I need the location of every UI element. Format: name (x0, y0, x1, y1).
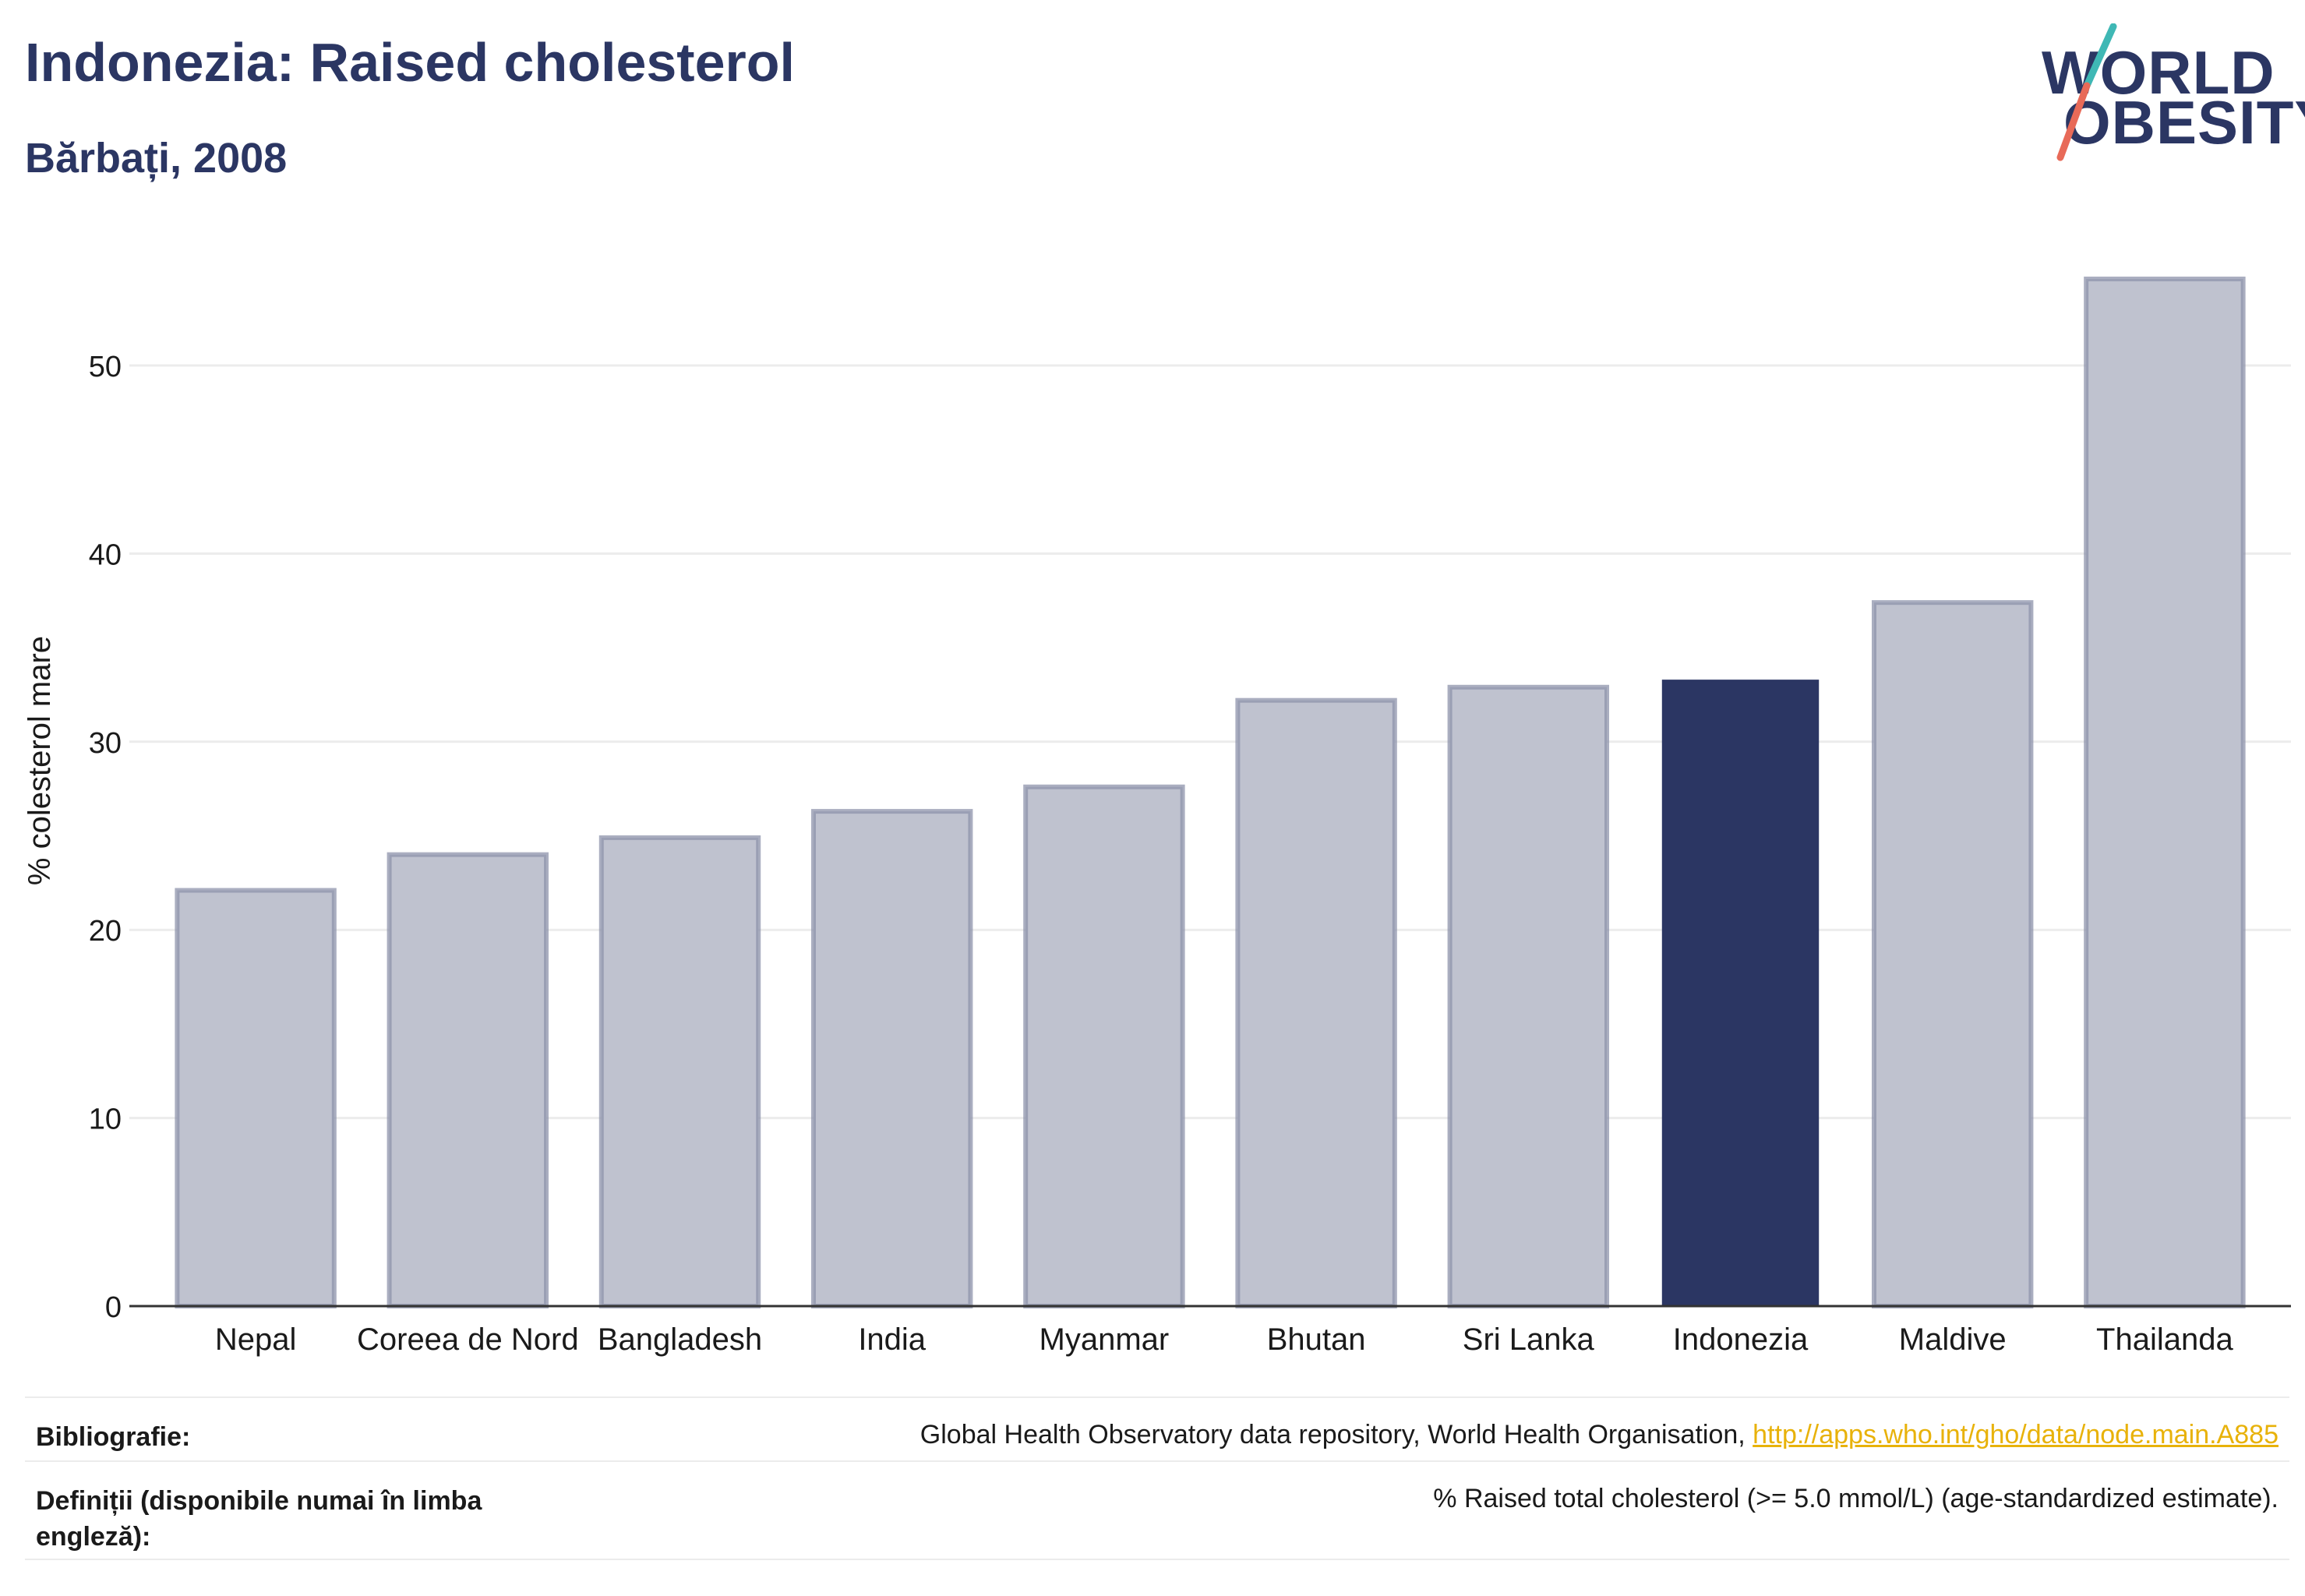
bar-maldive (1871, 600, 2034, 1308)
y-tick-label-20: 20 (89, 915, 122, 948)
y-tick-label-10: 10 (89, 1103, 122, 1136)
x-tick-label-nepal: Nepal (215, 1322, 297, 1357)
definitions-label: Definiții (disponibile numai în limba en… (36, 1486, 482, 1552)
x-tick-label-bhutan: Bhutan (1267, 1322, 1366, 1357)
x-tick-label-sri-lanka: Sri Lanka (1463, 1322, 1595, 1357)
bar-myanmar (1023, 784, 1185, 1308)
y-tick-label-30: 30 (89, 727, 122, 760)
x-tick-label-india: India (858, 1322, 926, 1357)
world-obesity-logo: WORLD OBESITY (2042, 23, 2305, 164)
bibliography-label: Bibliografie: (36, 1422, 191, 1452)
bar-bhutan (1235, 697, 1397, 1308)
bibliography-row: Bibliografie: Global Health Observatory … (25, 1396, 2289, 1462)
x-tick-label-maldive: Maldive (1899, 1322, 2007, 1357)
y-axis-label: % colesterol mare (23, 636, 57, 885)
x-tick-label-bangladesh: Bangladesh (598, 1322, 762, 1357)
bar-thailanda (2084, 276, 2246, 1308)
y-tick-label-40: 40 (89, 538, 122, 571)
x-tick-label-indonezia: Indonezia (1673, 1322, 1809, 1357)
bar-bangladesh (598, 835, 761, 1308)
bar-sri-lanka (1447, 684, 1610, 1308)
bibliography-text: Global Health Observatory data repositor… (920, 1420, 1753, 1449)
logo-text-obesity: OBESITY (2063, 88, 2305, 157)
bar-india (810, 809, 973, 1308)
definitions-value: % Raised total cholesterol (>= 5.0 mmol/… (1433, 1484, 2279, 1513)
bibliography-link[interactable]: http://apps.who.int/gho/data/node.main.A… (1753, 1420, 2279, 1449)
y-tick-label-0: 0 (105, 1291, 122, 1324)
chart-subtitle: Bărbați, 2008 (25, 135, 288, 182)
chart-title: Indonezia: Raised cholesterol (25, 32, 795, 93)
axes: 0 10 20 30 40 50 Nepal Coreea de Nord Bangladesh… (89, 351, 2291, 1357)
definitions-row: Definiții (disponibile numai în limba en… (25, 1460, 2289, 1560)
x-tick-label-myanmar: Myanmar (1040, 1322, 1170, 1357)
y-tick-label-50: 50 (89, 351, 122, 383)
logo-text-world: WORLD (2042, 38, 2275, 107)
bar-indonezia (1661, 680, 1820, 1306)
x-tick-label-coreea-de-nord: Coreea de Nord (357, 1322, 579, 1357)
x-tick-label-thailanda: Thailanda (2096, 1322, 2233, 1357)
bars (175, 276, 2246, 1309)
bar-coreea-de-nord (387, 852, 549, 1308)
bar-chart: 0 10 20 30 40 50 Nepal Coreea de Nord Bangladesh… (23, 276, 2291, 1357)
logo-slash-icon (2056, 23, 2117, 161)
bibliography-value: Global Health Observatory data repositor… (920, 1420, 2279, 1450)
bar-nepal (175, 888, 337, 1309)
